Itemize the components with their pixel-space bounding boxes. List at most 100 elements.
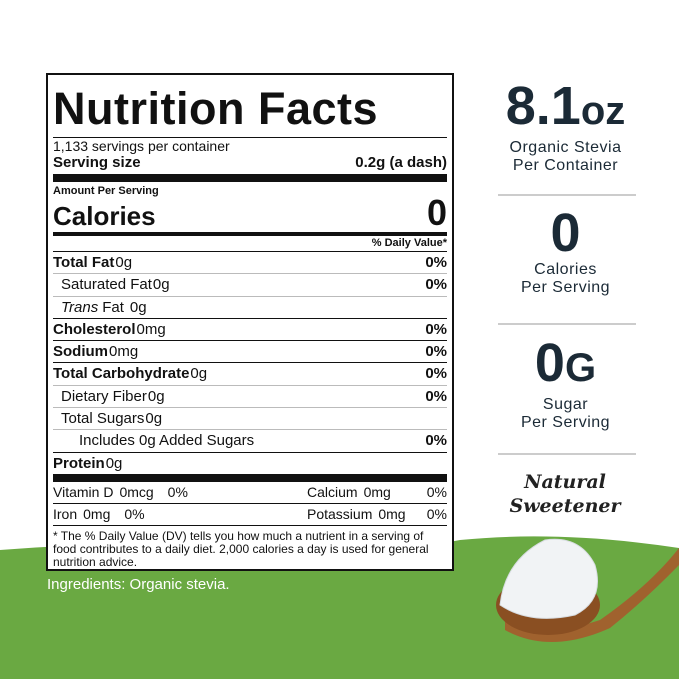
label-title: Nutrition Facts xyxy=(53,83,379,134)
nutrient: Total Fat0g xyxy=(53,252,132,273)
micro-cell: Iron 0mg 0% xyxy=(53,504,253,525)
nutrient-name: Includes 0g Added Sugars xyxy=(79,432,255,450)
nutrient-dv: 0% xyxy=(425,387,447,405)
nutrient-amount: 0mg xyxy=(136,320,166,338)
nutrient: Total Carbohydrate0g xyxy=(53,363,207,384)
stat: 8.1oz Organic Stevia Per Container xyxy=(488,78,643,175)
micro-name-amount: Iron 0mg xyxy=(53,504,110,525)
nutrient-row: Includes 0g Added Sugars 0% xyxy=(53,429,447,451)
badge-line: Natural xyxy=(524,471,606,493)
nutrient: Total Sugars0g xyxy=(53,408,162,429)
micro-cell: Potassium 0mg 0% xyxy=(307,504,447,525)
calories-line: Calories 0 xyxy=(53,192,447,233)
nutrient-row: Total Sugars0g xyxy=(53,407,447,429)
nutrient-name: Total Sugars xyxy=(61,410,145,428)
serving-size-line: Serving size 0.2g (a dash) xyxy=(53,154,447,171)
badge: Natural Sweetener xyxy=(490,470,640,518)
green-field xyxy=(0,536,679,679)
stat-unit: oz xyxy=(580,89,626,133)
nutrient: Cholesterol0mg xyxy=(53,319,166,340)
micro-dv: 0% xyxy=(426,483,447,500)
micro-name: Iron xyxy=(53,505,78,522)
stevia-powder xyxy=(499,538,598,619)
footnote: * The % Daily Value (DV) tells you how m… xyxy=(53,524,447,569)
nutrient-amount: 0g xyxy=(190,365,208,383)
nutrient-amount: 0g xyxy=(152,276,170,294)
stat-caption: Organic Stevia xyxy=(509,139,622,156)
nutrient-dv: 0% xyxy=(425,365,447,383)
nutrient-dv: 0% xyxy=(425,432,447,450)
micro-name-amount: Potassium 0mg xyxy=(307,504,406,525)
stat-caption: Per Serving xyxy=(520,414,611,431)
micro-amount: 0mcg xyxy=(119,483,154,500)
nutrient: Trans Fat 0g xyxy=(53,297,147,318)
stat-unit: G xyxy=(564,346,597,390)
micro-name: Potassium xyxy=(307,505,373,522)
micro-amount: 0mg xyxy=(363,483,391,500)
micro-cell: Vitamin D 0mcg 0% xyxy=(53,482,253,503)
stat-number: 0 xyxy=(534,333,565,393)
nutrient-row: Saturated Fat0g 0% xyxy=(53,273,447,295)
servings: 1,133 servings per container xyxy=(53,137,447,154)
stat-value: 8.1oz xyxy=(488,78,643,139)
nutrient-name: Dietary Fiber xyxy=(61,387,147,405)
nutrient-amount: 0mg xyxy=(109,343,139,361)
serving-size: 0.2g (a dash) xyxy=(355,154,447,171)
nutrient-name: Total Fat xyxy=(53,254,115,271)
nutrient-name: Fat xyxy=(102,298,124,316)
calories: 0 xyxy=(426,192,447,233)
dv-header: % Daily Value* xyxy=(371,237,447,249)
nutrient-dv: 0% xyxy=(425,320,447,338)
nutrient-dv: 0% xyxy=(425,254,447,271)
nutrient-name: Sodium xyxy=(53,343,108,361)
nutrient-row: Trans Fat 0g xyxy=(53,295,447,318)
nutrient-name: Protein xyxy=(53,454,105,472)
nutrient-name: Saturated Fat xyxy=(61,276,152,294)
nutrient-dv: 0% xyxy=(425,276,447,294)
stat: 0G Sugar Per Serving xyxy=(488,335,643,432)
nutrient-row: Sodium0mg 0% xyxy=(53,340,447,362)
nutrient: Saturated Fat0g xyxy=(53,274,170,295)
nutrient: Dietary Fiber0g xyxy=(53,386,165,407)
nutrient-name: Cholesterol xyxy=(53,320,136,338)
separator xyxy=(498,323,636,325)
nutrient-row: Total Carbohydrate0g 0% xyxy=(53,362,447,384)
stat-number: 0 xyxy=(550,203,581,263)
nutrient-amount: 0g xyxy=(129,298,147,316)
micro-row: Vitamin D 0mcg 0% Calcium 0mg 0% xyxy=(53,482,447,503)
nutrient: Protein0g xyxy=(53,453,122,474)
micro-amount: 0mg xyxy=(378,505,406,522)
nutrient-row: Dietary Fiber0g 0% xyxy=(53,384,447,407)
micro-dv: 0% xyxy=(167,483,188,500)
nutrient-amount: 0g xyxy=(105,454,123,472)
separator xyxy=(498,453,636,455)
stat: 0 Calories Per Serving xyxy=(488,205,643,297)
nutrient-prefix: Trans xyxy=(61,298,99,316)
micro-name: Calcium xyxy=(307,483,358,500)
stat-value: 0 xyxy=(488,205,643,261)
micro-name-amount: Vitamin D 0mcg xyxy=(53,482,154,503)
nutrient-dv: 0% xyxy=(425,343,447,361)
micro-name: Vitamin D xyxy=(53,483,114,500)
micro-row: Iron 0mg 0% Potassium 0mg 0% xyxy=(53,502,447,525)
nutrient-amount: 0g xyxy=(115,254,133,271)
nutrient: Sodium0mg xyxy=(53,341,138,362)
nutrient-amount: 0g xyxy=(145,410,163,428)
micro-name-amount: Calcium 0mg xyxy=(307,482,391,503)
rule xyxy=(53,232,447,236)
nutrient: Includes 0g Added Sugars xyxy=(53,430,254,451)
micro-amount: 0mg xyxy=(83,505,111,522)
nutrition-label: Nutrition Facts 1,133 servings per conta… xyxy=(46,73,454,571)
micronutrients: Vitamin D 0mcg 0% Calcium 0mg 0% Iron 0mg 0% Pota… xyxy=(53,482,447,525)
micro-dv: 0% xyxy=(124,505,145,522)
separator xyxy=(498,194,636,196)
nutrient-amount: 0g xyxy=(147,387,165,405)
rule xyxy=(53,473,447,482)
nutrient-row: Cholesterol0mg 0% xyxy=(53,317,447,340)
stat-caption: Per Serving xyxy=(520,279,611,296)
stat-caption: Calories xyxy=(534,261,597,278)
stat-caption: Sugar xyxy=(542,396,589,413)
serving-size-label: Serving size xyxy=(53,154,141,171)
